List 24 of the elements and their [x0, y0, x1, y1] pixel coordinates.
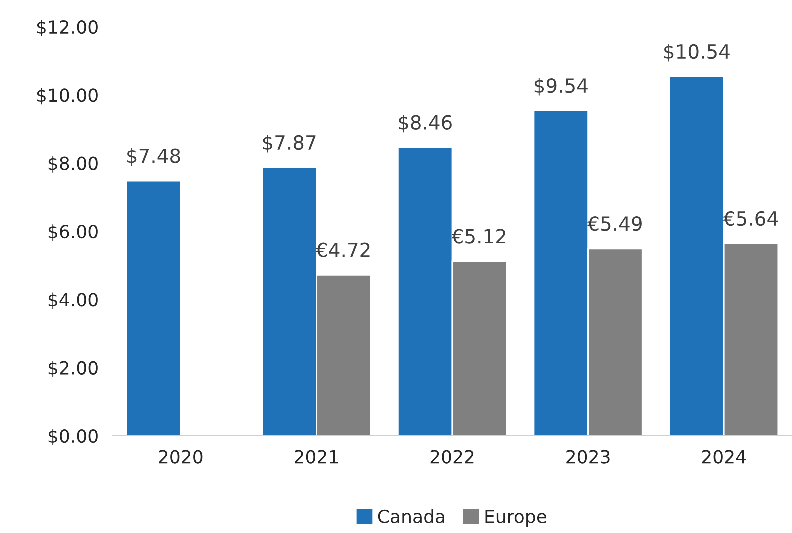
x-tick-label: 2021 — [295, 450, 338, 464]
data-label: €5.12 — [452, 229, 506, 244]
legend-label: Canada — [378, 510, 444, 524]
x-tick-label: 2023 — [566, 450, 610, 464]
y-tick-label: $8.00 — [48, 156, 98, 173]
data-label: €4.72 — [316, 242, 370, 258]
x-tick-label: 2024 — [702, 450, 746, 464]
data-label: €5.49 — [588, 216, 642, 232]
data-label: €5.64 — [723, 211, 778, 226]
data-label: $7.48 — [128, 148, 180, 166]
x-tick-label: 2022 — [430, 450, 474, 464]
data-label: $7.87 — [263, 135, 316, 153]
y-tick-label: $10.00 — [37, 88, 98, 105]
y-tick-label: $0.00 — [48, 429, 98, 446]
y-tick-label: $12.00 — [37, 20, 98, 37]
data-label: $8.46 — [399, 114, 452, 133]
data-label: $9.54 — [534, 78, 588, 96]
bar — [126, 180, 182, 436]
data-label: $10.54 — [664, 44, 730, 62]
x-tick-label: 2020 — [159, 450, 203, 464]
y-tick-label: $4.00 — [48, 292, 98, 310]
y-tick-label: $2.00 — [48, 360, 98, 378]
y-tick-label: $6.00 — [48, 224, 98, 242]
legend-label: Europe — [486, 510, 547, 527]
